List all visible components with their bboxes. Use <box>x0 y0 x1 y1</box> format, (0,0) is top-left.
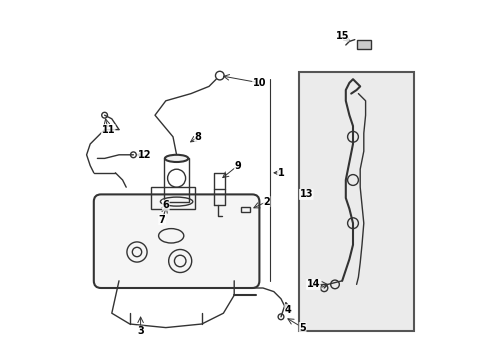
Text: 5: 5 <box>299 323 306 333</box>
Text: 4: 4 <box>285 305 292 315</box>
Text: 11: 11 <box>101 125 115 135</box>
Text: 14: 14 <box>307 279 320 289</box>
Text: 7: 7 <box>159 215 166 225</box>
Text: 13: 13 <box>299 189 313 199</box>
Ellipse shape <box>165 155 188 162</box>
Text: 3: 3 <box>137 326 144 336</box>
Text: 10: 10 <box>253 78 266 88</box>
FancyBboxPatch shape <box>94 194 259 288</box>
Text: 12: 12 <box>138 150 151 160</box>
Text: 6: 6 <box>162 200 169 210</box>
Text: 9: 9 <box>234 161 241 171</box>
Text: 15: 15 <box>336 31 349 41</box>
Text: 8: 8 <box>195 132 202 142</box>
Text: 1: 1 <box>278 168 284 178</box>
Bar <box>151 187 195 209</box>
Bar <box>242 207 250 212</box>
Bar <box>357 40 371 49</box>
Bar <box>299 72 414 331</box>
Text: 2: 2 <box>263 197 270 207</box>
Bar <box>164 158 189 202</box>
